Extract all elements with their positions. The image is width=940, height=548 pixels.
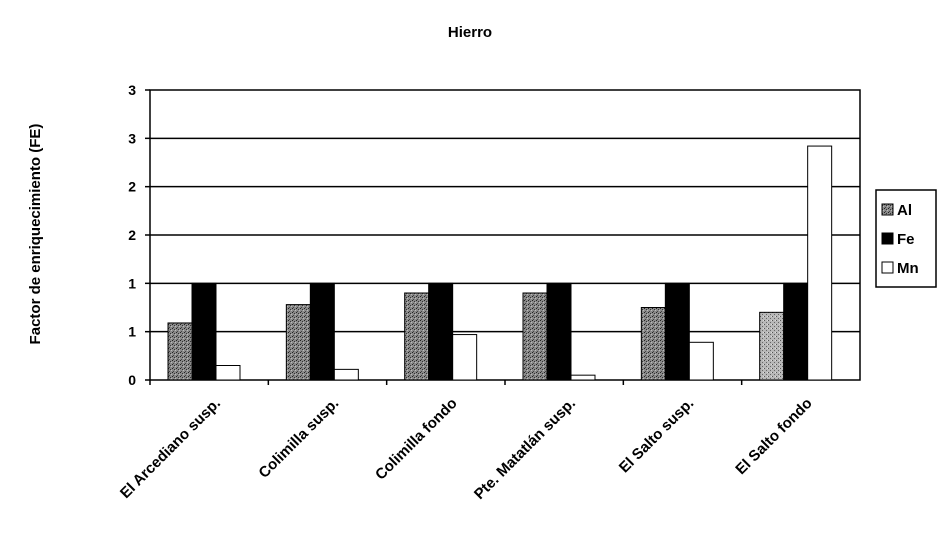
bar-al-6 (759, 311, 785, 381)
bar-mn-1 (215, 365, 241, 381)
x-category-label: Pte. Matatlán susp. (471, 395, 579, 503)
bar-mn-6 (807, 145, 833, 381)
legend-swatch-al (881, 203, 894, 216)
bar-al-3 (404, 292, 430, 381)
bar-al-5 (640, 307, 666, 381)
bar-al-1 (167, 322, 193, 381)
bar-fe-4 (546, 282, 572, 381)
legend-label-al: Al (897, 202, 912, 219)
bar-fe-3 (428, 282, 454, 381)
chart-title: Hierro (448, 24, 492, 41)
x-category-label: El Salto fondo (732, 395, 815, 478)
bar-mn-4 (570, 374, 596, 381)
bar-mn-3 (452, 334, 478, 381)
x-category-label: El Salto susp. (616, 395, 698, 477)
x-category-label: El Arcediano susp. (117, 395, 224, 502)
y-tick-label: 3 (128, 130, 136, 146)
bar-fe-2 (309, 282, 335, 381)
legend-swatch-fe (881, 232, 894, 245)
x-category-label: Colimilla susp. (255, 395, 342, 482)
y-tick-label: 1 (128, 275, 136, 291)
legend-label-mn: Mn (897, 260, 919, 277)
y-tick-label: 2 (128, 179, 136, 195)
legend-swatch-mn (881, 261, 894, 274)
bar-fe-5 (664, 282, 690, 381)
bar-fe-1 (191, 282, 217, 381)
bar-mn-5 (688, 341, 714, 381)
bar-al-4 (522, 292, 548, 381)
y-tick-label: 2 (128, 227, 136, 243)
legend: Al Fe Mn (875, 189, 937, 288)
y-tick-label: 0 (128, 372, 136, 388)
y-tick-label: 3 (128, 82, 136, 98)
legend-label-fe: Fe (897, 231, 915, 248)
bar-fe-6 (783, 282, 809, 381)
x-category-label: Colimilla fondo (372, 395, 461, 484)
bar-mn-2 (333, 368, 359, 381)
bar-al-2 (285, 304, 311, 381)
y-tick-label: 1 (128, 324, 136, 340)
y-axis-title: Factor de enriquecimiento (FE) (27, 124, 44, 345)
